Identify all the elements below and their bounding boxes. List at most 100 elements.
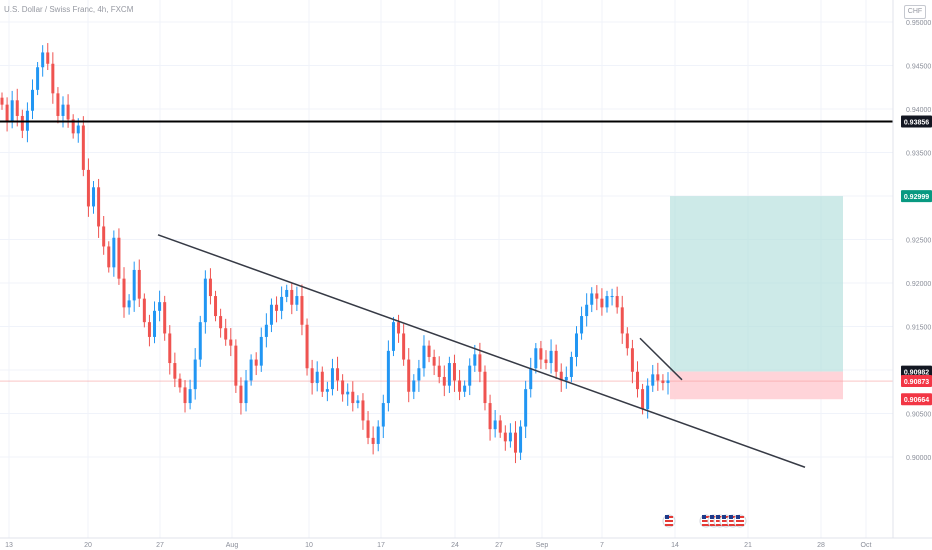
candle-body — [56, 93, 60, 116]
bullish-candle — [463, 380, 467, 397]
candle-body — [249, 359, 253, 381]
bearish-candle — [437, 356, 441, 384]
bearish-candle — [20, 109, 24, 139]
candle-body — [112, 237, 116, 268]
candle-body — [498, 420, 502, 433]
event-markers — [662, 514, 747, 528]
price-label-text: 0.92999 — [904, 194, 929, 201]
currency-button[interactable]: CHF — [904, 5, 926, 19]
candle-body — [224, 328, 228, 340]
candle-body — [275, 304, 279, 311]
bullish-candle — [468, 358, 472, 396]
bullish-candle — [508, 423, 512, 448]
candle-body — [651, 374, 655, 386]
candle-body — [132, 269, 136, 301]
bullish-candle — [356, 395, 360, 409]
candle-body — [107, 246, 111, 268]
bearish-candle — [254, 352, 258, 376]
time-axis[interactable]: 13 20 27 Aug 10 17 24 27 Sep 7 14 21 28 Oct — [0, 537, 932, 549]
candle-body — [600, 298, 604, 308]
candle-body — [605, 296, 609, 308]
candle-body — [203, 278, 207, 323]
price-label-bg — [901, 115, 932, 128]
bullish-candle — [381, 394, 385, 439]
price-axis[interactable]: 0.950000.945000.940000.935000.930000.925… — [892, 0, 932, 538]
bearish-candle — [458, 370, 462, 401]
bearish-candle — [310, 359, 314, 395]
bullish-candle — [447, 356, 451, 393]
price-label-text: 0.90873 — [904, 379, 929, 386]
candle-body — [564, 376, 568, 381]
candle-body — [46, 52, 50, 64]
bearish-candle — [219, 308, 223, 338]
candle-body — [86, 169, 90, 207]
bullish-candle — [280, 286, 284, 320]
x-tick-label: 17 — [377, 542, 385, 549]
candle-body — [173, 363, 177, 379]
bullish-candle — [519, 420, 523, 460]
bearish-candle — [147, 314, 151, 347]
flag-stripe — [716, 524, 724, 526]
bearish-candle — [452, 354, 456, 392]
x-tick-label: 27 — [495, 542, 503, 549]
candle-body — [183, 387, 187, 404]
candle-body — [432, 356, 436, 366]
bearish-candle — [46, 43, 50, 71]
y-tick-label: 0.93500 — [906, 151, 931, 158]
bullish-candle — [585, 293, 589, 327]
bearish-candle — [544, 350, 548, 370]
bearish-candle — [402, 324, 406, 366]
price-label-target: 0.92999 — [901, 190, 932, 203]
candle-body — [290, 289, 294, 305]
bearish-candle — [15, 88, 19, 127]
flag-canton — [710, 515, 714, 519]
candle-body — [239, 385, 243, 404]
bearish-candle — [432, 349, 436, 376]
candle-body — [569, 356, 573, 377]
x-tick-label: 20 — [84, 542, 92, 549]
bearish-candle — [630, 339, 634, 384]
bullish-candle — [346, 383, 350, 406]
y-tick-label: 0.90000 — [906, 455, 931, 462]
bearish-candle — [554, 344, 558, 380]
bearish-candle — [361, 393, 365, 430]
x-tick-label: 28 — [817, 542, 825, 549]
bearish-candle — [137, 259, 141, 308]
bearish-candle — [71, 114, 75, 139]
candle-body — [244, 380, 248, 404]
bearish-candle — [559, 363, 563, 392]
bearish-candle — [107, 241, 111, 273]
bullish-candle — [376, 420, 380, 452]
bullish-candle — [534, 343, 538, 374]
bullish-candle — [574, 326, 578, 367]
price-label-horizontal-line: 0.93856 — [901, 115, 932, 128]
price-label-bg — [901, 375, 932, 388]
bearish-candle — [442, 365, 446, 397]
candle-body — [437, 365, 441, 377]
candle-body — [214, 296, 218, 317]
bearish-candle — [275, 296, 279, 323]
bearish-candle — [0, 92, 4, 110]
candle-body — [10, 100, 14, 123]
bullish-candle — [391, 316, 395, 357]
price-label-text: 0.90664 — [904, 397, 929, 404]
bullish-candle — [646, 378, 650, 419]
candle-body — [31, 89, 35, 111]
candle-body — [361, 400, 365, 421]
bearish-candle — [81, 116, 85, 177]
candle-body — [478, 354, 482, 372]
bullish-candle — [651, 364, 655, 392]
bullish-candle — [127, 294, 131, 315]
candle-body — [483, 371, 487, 404]
candle-body — [188, 389, 192, 404]
candle-body — [625, 333, 629, 349]
candle-body — [442, 376, 446, 386]
candle-body — [330, 368, 334, 390]
bearish-candle — [397, 314, 401, 343]
candle-body — [254, 359, 258, 366]
bearish-candle — [183, 380, 187, 413]
bullish-candle — [412, 374, 416, 400]
candle-body — [163, 302, 167, 334]
flag-canton — [722, 515, 726, 519]
